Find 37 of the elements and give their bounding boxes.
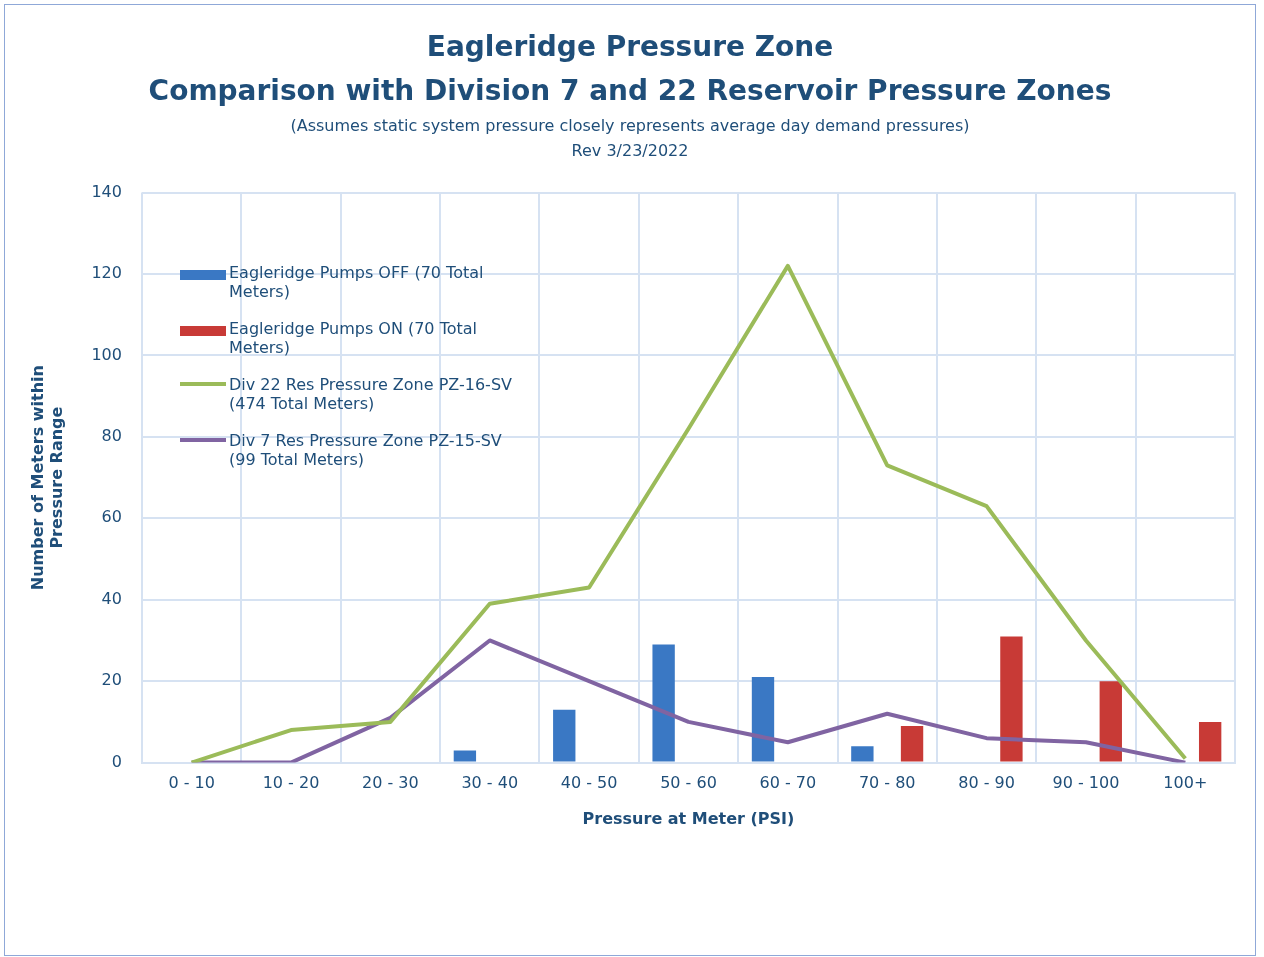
legend-label: Eagleridge Pumps OFF (70 Total Meters) [229, 263, 485, 301]
x-axis-title: Pressure at Meter (PSI) [582, 808, 795, 828]
chart-title: Eagleridge Pressure Zone Comparison with Division 7 and 22 Reservoir Pressure Zones [147, 29, 1113, 109]
bar [751, 677, 775, 762]
legend-label: Div 22 Res Pressure Zone PZ-16-SV (474 Total Meters) [229, 375, 513, 413]
bar [900, 725, 924, 762]
x-tick-label: 30 - 40 [461, 773, 519, 793]
legend-label: Div 7 Res Pressure Zone PZ-15-SV (99 Total Meters) [229, 431, 503, 469]
y-tick-label: 120 [91, 263, 122, 283]
text: Rev 3/23/2022 [570, 140, 690, 162]
bar [1099, 681, 1122, 762]
x-tick-label: 50 - 60 [660, 773, 717, 793]
x-tick-label: 60 - 70 [759, 773, 817, 793]
bar [1198, 721, 1222, 762]
bar [652, 644, 675, 762]
x-tick-label: 0 - 10 [168, 773, 215, 793]
y-tick-label: 60 [101, 507, 122, 527]
x-tick-label: 10 - 20 [262, 773, 320, 793]
chart-subtitle: (Assumes static system pressure closely represents average day demand pressures) [289, 115, 971, 137]
bar [453, 750, 477, 762]
x-tick-label: 80 - 90 [958, 773, 1015, 793]
legend-label: Eagleridge Pumps ON (70 Total Meters) [229, 319, 478, 357]
y-tick-label: 0 [111, 751, 122, 771]
bar [553, 709, 576, 762]
y-tick-label: 20 [101, 670, 122, 690]
y-tick-label: 80 [101, 426, 122, 446]
x-tick-label: 70 - 80 [858, 773, 916, 793]
bar [1000, 636, 1023, 762]
bar [851, 746, 874, 762]
y-tick-label: 140 [91, 181, 122, 201]
x-tick-label: 100+ [1163, 773, 1208, 793]
x-tick-label: 40 - 50 [560, 773, 618, 793]
y-tick-label: 40 [101, 588, 122, 608]
y-tick-label: 100 [91, 344, 122, 364]
y-axis-title: Number of Meters within Pressure Range [27, 365, 66, 591]
x-tick-label: 20 - 30 [362, 773, 419, 793]
x-tick-label: 90 - 100 [1052, 773, 1120, 793]
